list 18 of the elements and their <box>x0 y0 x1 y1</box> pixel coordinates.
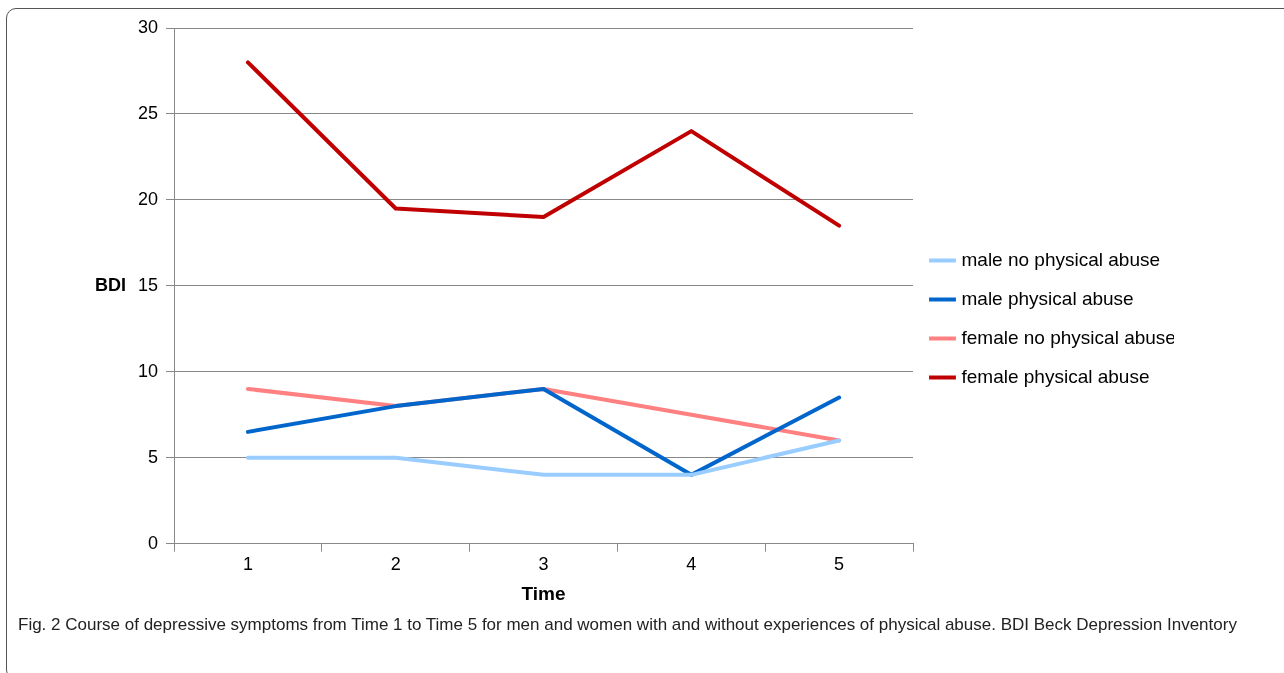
y-tick-label: 25 <box>137 102 159 123</box>
y-tick-label: 0 <box>148 532 159 553</box>
y-tick-label: 30 <box>137 16 159 37</box>
y-axis-title: BDI <box>95 274 126 295</box>
y-tick-label: 15 <box>137 274 159 295</box>
caption: Fig. 2 Course of depressive symptoms from Time 1 to Time 5 for men and women with and without experiences of physical abuse. BDI Beck Depression Inventory <box>18 614 1238 636</box>
x-tick-label: 2 <box>390 554 401 575</box>
y-tick-label: 5 <box>148 446 159 467</box>
legend-label: male no physical abuse <box>961 248 1161 270</box>
y-tick-label: 10 <box>137 360 159 381</box>
x-tick-label: 1 <box>242 554 253 575</box>
legend-label: male physical abuse <box>961 287 1134 309</box>
x-tick-label: 4 <box>686 554 697 575</box>
x-tick-label: 3 <box>538 554 549 575</box>
x-tick-label: 5 <box>834 554 845 575</box>
x-axis-title: Time <box>521 582 566 604</box>
legend-label: female physical abuse <box>961 365 1150 387</box>
y-tick-label: 20 <box>137 188 159 209</box>
